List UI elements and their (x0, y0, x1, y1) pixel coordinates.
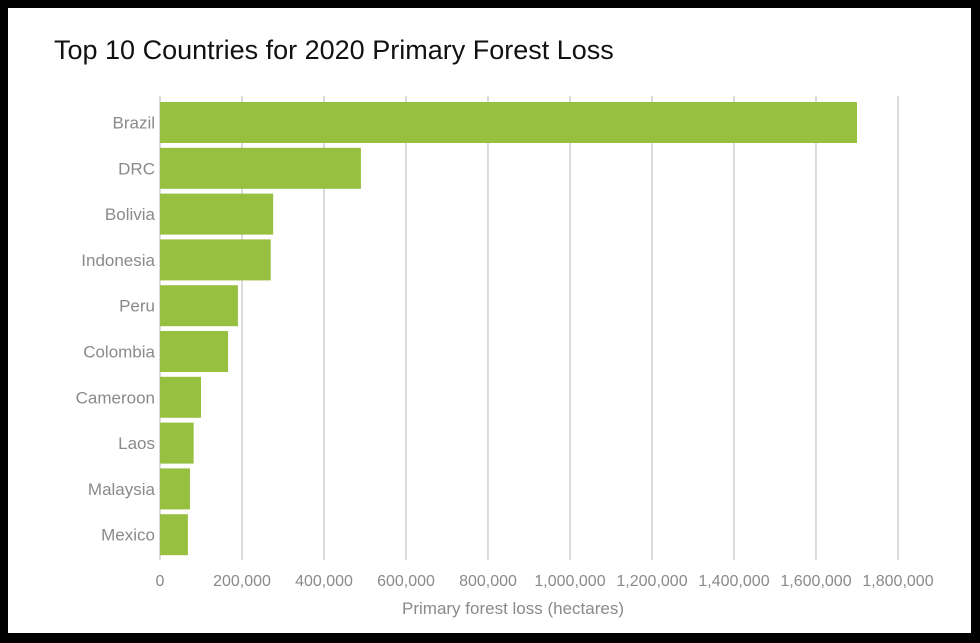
x-tick-label: 200,000 (213, 573, 271, 590)
category-label: Brazil (112, 114, 155, 133)
category-label: DRC (118, 159, 155, 178)
category-labels: Brazil DRC Bolivia Indonesia Peru Colombia Cam… (76, 114, 156, 545)
category-label: Peru (119, 297, 155, 316)
x-tick-label: 800,000 (459, 573, 517, 590)
x-tick-label: 400,000 (295, 573, 353, 590)
x-axis-label: Primary forest loss (hectares) (402, 599, 624, 618)
category-label: Laos (118, 434, 155, 453)
bar-mexico (160, 514, 188, 556)
bar-drc (160, 147, 361, 189)
category-label: Mexico (101, 526, 155, 545)
bar-colombia (160, 331, 229, 372)
category-label: Bolivia (105, 205, 156, 224)
x-tick-label: 1,200,000 (616, 573, 687, 590)
x-tick-labels: 0 200,000 400,000 600,000 800,000 1,000,000 1,… (156, 573, 934, 590)
bar-bolivia (160, 193, 274, 235)
x-tick-label: 600,000 (377, 573, 435, 590)
bar-peru (160, 285, 238, 327)
category-label: Cameroon (76, 388, 155, 407)
x-tick-label: 0 (156, 573, 165, 590)
x-tick-label: 1,800,000 (862, 573, 933, 590)
bar-indonesia (160, 239, 271, 281)
bar-brazil (160, 102, 857, 143)
x-tick-label: 1,000,000 (534, 573, 605, 590)
bar-cameroon (160, 376, 201, 418)
category-label: Colombia (83, 343, 155, 362)
chart-title: Top 10 Countries for 2020 Primary Forest… (54, 35, 614, 65)
bar-chart: Top 10 Countries for 2020 Primary Forest… (54, 35, 934, 618)
category-label: Malaysia (88, 480, 156, 499)
bar-malaysia (160, 468, 190, 510)
chart-panel: Top 10 Countries for 2020 Primary Forest… (8, 8, 971, 633)
category-label: Indonesia (81, 251, 155, 270)
bar-laos (160, 422, 194, 464)
bars (160, 102, 857, 556)
x-tick-label: 1,400,000 (698, 573, 769, 590)
x-tick-label: 1,600,000 (780, 573, 851, 590)
